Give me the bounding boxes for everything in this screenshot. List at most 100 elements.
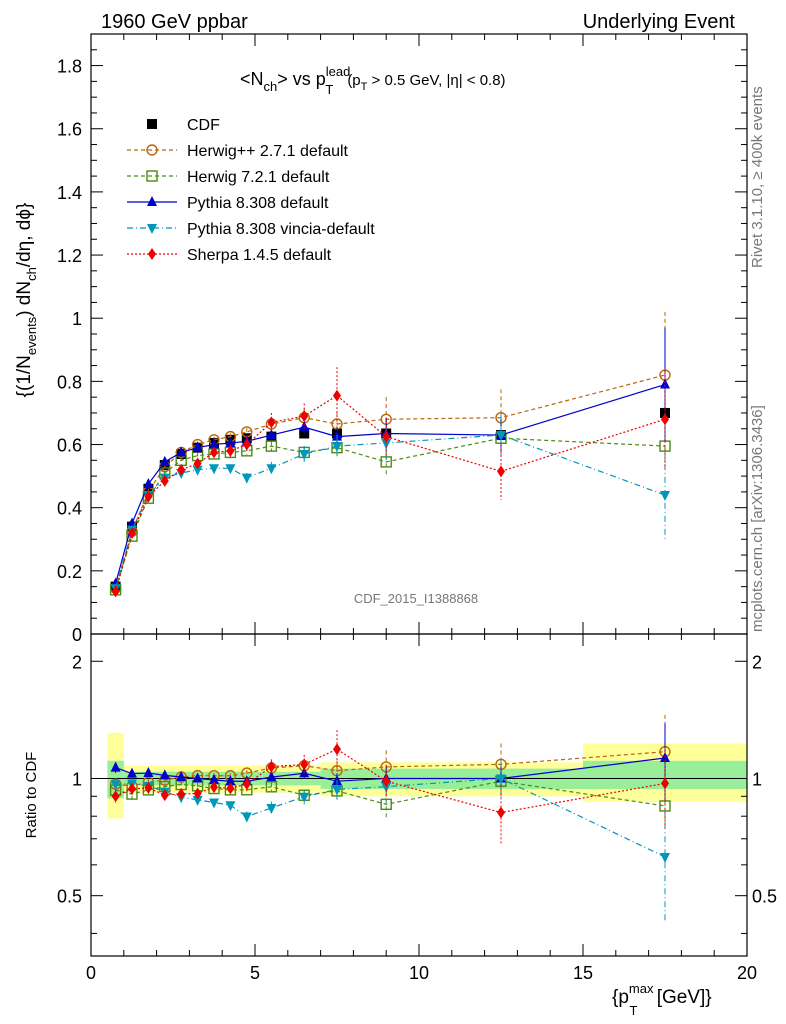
y-tick-label: 0: [72, 625, 82, 645]
series-line: [115, 383, 666, 584]
ratio-y-tick-label-right: 0.5: [752, 887, 777, 907]
ratio-plot: 0 5 10 15 20 0.5 0.5 1 1 2 2: [57, 633, 777, 983]
data-point: [381, 782, 392, 793]
data-point: [497, 806, 505, 819]
header-left: 1960 GeV ppbar: [101, 11, 248, 33]
data-point: [661, 413, 669, 426]
data-point: [241, 473, 252, 484]
data-point: [210, 446, 218, 459]
data-point: [242, 778, 251, 791]
data-point: [225, 464, 236, 475]
data-point: [110, 761, 121, 772]
legend-label: Herwig++ 2.7.1 default: [187, 143, 349, 160]
data-point: [144, 781, 153, 794]
data-point: [127, 767, 137, 778]
data-point: [148, 248, 156, 260]
y-tick-label: 1.6: [57, 120, 82, 140]
data-point: [266, 464, 277, 475]
ratio-series-line: [115, 748, 666, 814]
data-point: [497, 465, 505, 478]
data-point: [146, 144, 158, 156]
analysis-watermark: CDF_2015_I1388868: [354, 591, 478, 606]
legend: CDF Herwig++ 2.7.1 default Herwig 7.2.1 de…: [127, 117, 375, 264]
ratio-series-5: [111, 730, 669, 846]
y-axis-label: {(1/Nevents) dNch/dη, dϕ}: [14, 203, 39, 398]
x-tick-label: 0: [86, 963, 96, 983]
legend-label: Pythia 8.308 vincia-default: [187, 221, 375, 238]
data-point: [111, 790, 120, 803]
ratio-y-tick-label-right: 1: [752, 769, 762, 789]
data-point: [192, 772, 203, 783]
data-point: [160, 789, 169, 802]
y-tick-label: 0.4: [57, 499, 82, 519]
data-point: [267, 760, 276, 773]
ratio-y-tick-label: 0.5: [57, 887, 82, 907]
data-point: [241, 812, 252, 823]
data-point: [299, 450, 310, 460]
legend-label: Sherpa 1.4.5 default: [187, 247, 332, 264]
rivet-version-text: Rivet 3.1.10, ≥ 400k events: [749, 86, 766, 268]
data-point: [159, 769, 170, 780]
data-point: [660, 491, 670, 502]
data-point: [177, 463, 186, 476]
legend-label: Pythia 8.308 default: [187, 195, 329, 212]
data-point: [266, 771, 277, 782]
data-point: [193, 787, 202, 800]
data-point: [143, 767, 154, 778]
data-point: [147, 119, 157, 129]
data-point: [111, 585, 120, 598]
data-point: [496, 774, 506, 785]
series-line: [115, 434, 666, 589]
data-point: [300, 758, 309, 771]
data-point: [226, 782, 235, 795]
data-point: [176, 771, 187, 782]
data-point: [265, 440, 278, 452]
data-point: [177, 788, 186, 801]
data-point: [225, 775, 236, 786]
data-point: [209, 438, 219, 449]
data-point: [144, 490, 153, 503]
data-point: [267, 416, 276, 429]
data-point: [128, 526, 136, 539]
data-point: [146, 170, 158, 182]
ratio-y-tick-label: 1: [72, 769, 82, 789]
data-point: [332, 785, 342, 796]
data-point: [192, 465, 203, 476]
data-point: [176, 446, 187, 457]
data-point: [242, 438, 251, 451]
data-point: [266, 429, 277, 440]
main-plot: 0 0.2 0.4 0.6 0.8 1 1.2 1.4 1.6 1.8 CDF Herwig++ 2.…: [57, 33, 748, 645]
ratio-y-tick-label: 2: [72, 652, 82, 672]
data-point: [660, 852, 670, 863]
series-5: [111, 367, 669, 598]
data-point: [192, 441, 203, 452]
data-point: [209, 773, 219, 784]
mcplots-text: mcplots.cern.ch [arXiv:1306.3436]: [749, 405, 766, 632]
series-line: [115, 394, 666, 592]
y-tick-label: 1: [72, 309, 82, 329]
data-point: [299, 421, 310, 432]
series-0: [110, 406, 670, 592]
data-point: [209, 464, 219, 475]
data-point: [332, 442, 342, 453]
data-point: [381, 438, 392, 449]
ratio-y-axis-label: Ratio to CDF: [23, 752, 40, 839]
chart-title: <Nch> vs plead T(pT > 0.5 GeV, |η| < 0.8): [240, 64, 506, 97]
series-line: [115, 374, 666, 589]
ratio-y-tick-label-right: 2: [752, 652, 762, 672]
data-point: [143, 478, 154, 488]
data-point: [110, 780, 121, 791]
y-tick-label: 1.2: [57, 246, 82, 266]
header-right: Underlying Event: [583, 11, 736, 33]
data-point: [661, 777, 669, 790]
data-point: [333, 389, 341, 402]
data-point: [209, 798, 219, 809]
data-point: [192, 795, 203, 806]
data-point: [225, 801, 236, 812]
y-tick-label: 1.8: [57, 57, 82, 77]
x-tick-label: 10: [409, 963, 429, 983]
data-point: [159, 455, 170, 466]
y-tick-label: 1.4: [57, 183, 82, 203]
x-tick-label: 5: [250, 963, 260, 983]
data-point: [333, 743, 341, 756]
